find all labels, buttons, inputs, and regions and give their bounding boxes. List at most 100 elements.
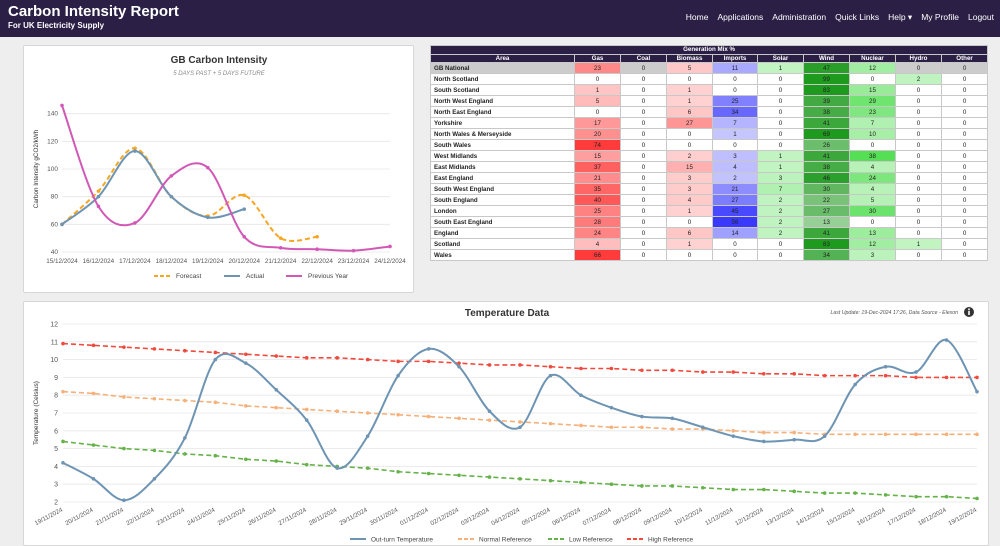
temperature-point[interactable] — [518, 477, 522, 481]
temperature-point[interactable] — [975, 496, 979, 501]
table-row[interactable]: North West England 5 0 1 25 0 39 29 0 0 — [430, 95, 989, 107]
temperature-point[interactable] — [152, 477, 157, 481]
temperature-point[interactable] — [396, 373, 400, 378]
table-row[interactable]: North Scotland 0 0 0 0 0 99 0 2 0 — [430, 73, 989, 85]
temperature-point[interactable] — [853, 491, 857, 495]
temperature-point[interactable] — [122, 395, 126, 399]
temperature-point[interactable] — [426, 359, 431, 364]
temperature-point[interactable] — [304, 407, 309, 412]
temperature-point[interactable] — [548, 421, 553, 426]
table-row[interactable]: Wales 66 0 0 0 0 34 3 0 0 — [430, 249, 989, 261]
temperature-point[interactable] — [365, 411, 370, 415]
nav-my-profile[interactable]: My Profile — [921, 12, 959, 22]
temperature-point[interactable] — [365, 357, 370, 362]
temperature-point[interactable] — [944, 432, 949, 437]
carbon-point[interactable] — [133, 146, 137, 151]
temperature-point[interactable] — [122, 498, 126, 503]
temperature-point[interactable] — [944, 338, 949, 342]
temperature-point[interactable] — [914, 370, 918, 374]
temperature-point[interactable] — [396, 359, 400, 364]
carbon-point[interactable] — [60, 103, 64, 108]
carbon-point[interactable] — [205, 165, 210, 170]
carbon-point[interactable] — [242, 234, 247, 239]
carbon-point[interactable] — [96, 204, 101, 209]
temperature-point[interactable] — [518, 425, 522, 430]
temperature-point[interactable] — [548, 373, 553, 378]
carbon-point[interactable] — [315, 247, 319, 252]
temperature-point[interactable] — [152, 448, 157, 453]
carbon-legend-item[interactable]: Previous Year — [286, 273, 349, 280]
temperature-point[interactable] — [640, 414, 644, 419]
temperature-point[interactable] — [91, 343, 96, 348]
temperature-legend-item[interactable]: Out-turn Temperature — [350, 537, 433, 544]
temperature-point[interactable] — [853, 432, 857, 437]
carbon-point[interactable] — [169, 174, 174, 178]
carbon-point[interactable] — [388, 244, 392, 249]
carbon-legend-item[interactable]: Forecast — [154, 273, 201, 280]
table-row[interactable]: West Midlands 15 0 2 3 1 41 38 0 0 — [430, 150, 989, 162]
temperature-point[interactable] — [701, 485, 705, 490]
temperature-point[interactable] — [487, 363, 492, 367]
carbon-point[interactable] — [60, 222, 64, 227]
temperature-point[interactable] — [883, 493, 888, 497]
temperature-point[interactable] — [579, 423, 583, 428]
temperature-point[interactable] — [213, 400, 218, 405]
temperature-point[interactable] — [579, 366, 583, 371]
temperature-point[interactable] — [761, 439, 766, 444]
carbon-point[interactable] — [96, 194, 101, 199]
temperature-point[interactable] — [335, 466, 340, 470]
table-row[interactable]: South West England 35 0 3 21 7 30 4 0 0 — [430, 183, 989, 195]
nav-logout[interactable]: Logout — [968, 12, 994, 22]
carbon-point[interactable] — [278, 246, 283, 250]
temperature-point[interactable] — [518, 420, 522, 424]
temperature-point[interactable] — [518, 363, 522, 367]
temperature-point[interactable] — [91, 391, 96, 396]
temperature-point[interactable] — [853, 382, 857, 387]
table-row[interactable]: London 25 0 1 45 2 27 30 0 0 — [430, 205, 989, 217]
temperature-point[interactable] — [670, 427, 675, 431]
temperature-point[interactable] — [304, 462, 309, 467]
temperature-point[interactable] — [975, 375, 979, 380]
temperature-point[interactable] — [426, 347, 431, 351]
table-row[interactable]: East Midlands 37 0 15 4 1 38 4 0 0 — [430, 161, 989, 173]
temperature-point[interactable] — [853, 373, 857, 378]
temperature-point[interactable] — [61, 439, 65, 444]
temperature-legend-item[interactable]: Normal Reference — [458, 537, 532, 544]
table-row[interactable]: North East England 0 0 6 34 0 38 23 0 0 — [430, 106, 989, 118]
temperature-point[interactable] — [883, 373, 888, 378]
temperature-point[interactable] — [822, 434, 827, 438]
nav-help-dropdown[interactable]: Help ▾ — [888, 12, 913, 22]
carbon-point[interactable] — [133, 221, 137, 225]
temperature-point[interactable] — [244, 457, 248, 462]
nav-applications[interactable]: Applications — [717, 12, 764, 22]
temperature-point[interactable] — [122, 446, 126, 451]
temperature-point[interactable] — [579, 393, 583, 397]
temperature-point[interactable] — [183, 348, 187, 353]
temperature-point[interactable] — [883, 364, 888, 369]
temperature-point[interactable] — [274, 354, 279, 358]
temperature-point[interactable] — [731, 429, 736, 433]
temperature-point[interactable] — [761, 430, 766, 435]
temperature-point[interactable] — [640, 425, 644, 430]
temperature-point[interactable] — [183, 452, 187, 456]
temperature-point[interactable] — [640, 368, 644, 373]
temperature-point[interactable] — [883, 432, 888, 437]
temperature-point[interactable] — [731, 434, 736, 438]
temperature-point[interactable] — [457, 361, 461, 365]
temperature-point[interactable] — [274, 405, 279, 410]
temperature-point[interactable] — [975, 389, 979, 394]
temperature-point[interactable] — [914, 432, 918, 437]
temperature-point[interactable] — [304, 356, 309, 360]
temperature-point[interactable] — [701, 370, 705, 374]
temperature-point[interactable] — [244, 352, 248, 357]
temperature-point[interactable] — [213, 357, 218, 362]
temperature-point[interactable] — [944, 494, 949, 499]
temperature-point[interactable] — [822, 373, 827, 378]
temperature-point[interactable] — [487, 475, 492, 479]
temperature-point[interactable] — [609, 366, 614, 371]
temperature-point[interactable] — [670, 484, 675, 488]
table-row[interactable]: England 24 0 6 14 2 41 13 0 0 — [430, 227, 989, 239]
temperature-point[interactable] — [61, 389, 65, 394]
carbon-point[interactable] — [278, 236, 283, 240]
temperature-point[interactable] — [731, 487, 736, 492]
